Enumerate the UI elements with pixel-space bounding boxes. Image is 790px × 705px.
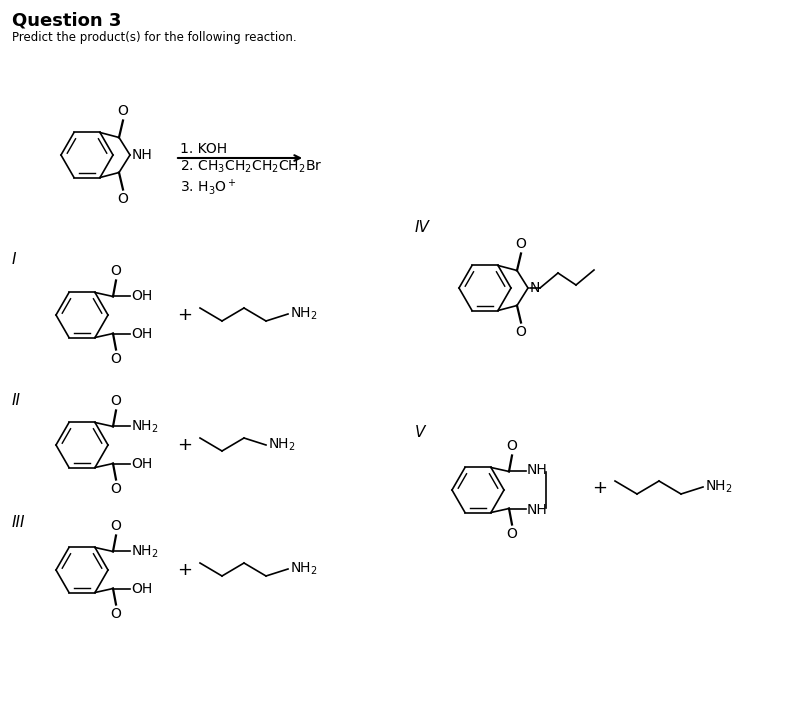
Text: O: O: [118, 104, 129, 118]
Text: O: O: [111, 606, 122, 620]
Text: III: III: [12, 515, 25, 530]
Text: O: O: [506, 527, 517, 541]
Text: OH: OH: [131, 582, 152, 596]
Text: +: +: [178, 436, 193, 454]
Text: 1. KOH: 1. KOH: [180, 142, 228, 156]
Text: +: +: [178, 561, 193, 579]
Text: O: O: [516, 238, 526, 252]
Text: OH: OH: [131, 290, 152, 303]
Text: Predict the product(s) for the following reaction.: Predict the product(s) for the following…: [12, 31, 296, 44]
Text: V: V: [415, 425, 425, 440]
Text: NH: NH: [132, 148, 152, 162]
Text: O: O: [111, 482, 122, 496]
Text: O: O: [111, 395, 122, 408]
Text: NH$_2$: NH$_2$: [268, 437, 295, 453]
Text: O: O: [111, 264, 122, 278]
Text: O: O: [111, 352, 122, 365]
Text: 2. CH$_3$CH$_2$CH$_2$CH$_2$Br: 2. CH$_3$CH$_2$CH$_2$CH$_2$Br: [180, 159, 322, 176]
Text: NH: NH: [527, 503, 547, 517]
Text: Question 3: Question 3: [12, 12, 122, 30]
Text: NH$_2$: NH$_2$: [131, 544, 159, 560]
Text: O: O: [118, 192, 129, 206]
Text: IV: IV: [415, 220, 430, 235]
Text: 3. H$_3$O$^+$: 3. H$_3$O$^+$: [180, 177, 237, 197]
Text: O: O: [516, 324, 526, 338]
Text: OH: OH: [131, 326, 152, 341]
Text: +: +: [592, 479, 608, 497]
Text: NH$_2$: NH$_2$: [131, 418, 159, 435]
Text: OH: OH: [131, 457, 152, 470]
Text: O: O: [506, 439, 517, 453]
Text: NH$_2$: NH$_2$: [290, 560, 318, 577]
Text: NH$_2$: NH$_2$: [705, 479, 732, 495]
Text: II: II: [12, 393, 21, 408]
Text: O: O: [111, 520, 122, 534]
Text: NH: NH: [527, 463, 547, 477]
Text: +: +: [178, 306, 193, 324]
Text: NH$_2$: NH$_2$: [290, 306, 318, 322]
Text: N: N: [530, 281, 540, 295]
Text: I: I: [12, 252, 17, 267]
